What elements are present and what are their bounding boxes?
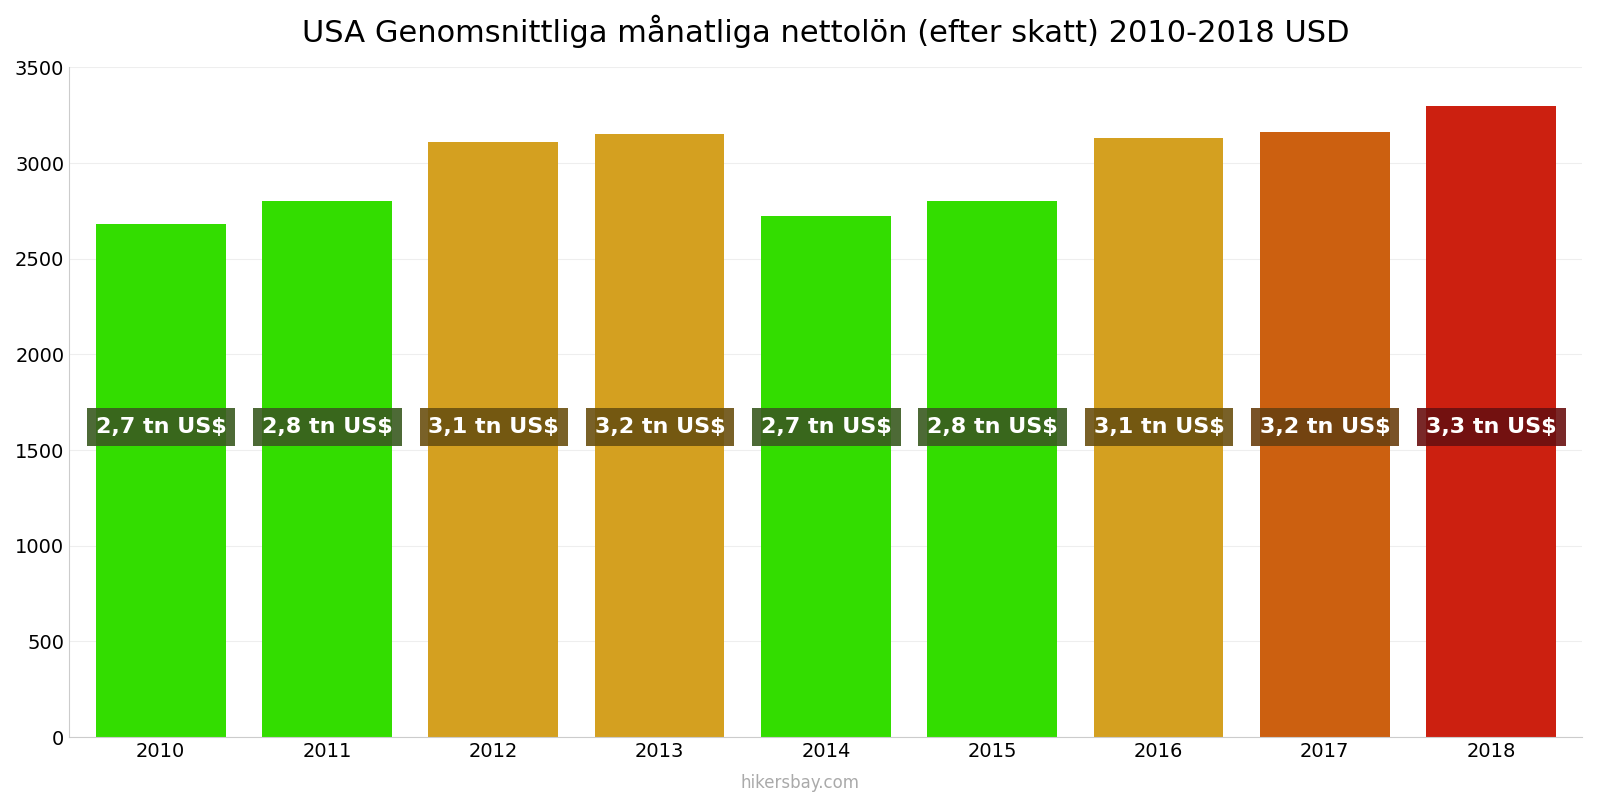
Bar xyxy=(762,216,891,737)
Text: 3,3 tn US$: 3,3 tn US$ xyxy=(1426,417,1557,437)
Bar xyxy=(1426,106,1555,737)
Text: 2,7 tn US$: 2,7 tn US$ xyxy=(96,417,227,437)
Title: USA Genomsnittliga månatliga nettolön (efter skatt) 2010-2018 USD: USA Genomsnittliga månatliga nettolön (e… xyxy=(302,15,1349,48)
Text: hikersbay.com: hikersbay.com xyxy=(741,774,859,792)
Bar xyxy=(262,202,392,737)
Text: 3,1 tn US$: 3,1 tn US$ xyxy=(429,417,558,437)
Text: 2,8 tn US$: 2,8 tn US$ xyxy=(262,417,394,437)
Bar xyxy=(1093,138,1224,737)
Text: 2,8 tn US$: 2,8 tn US$ xyxy=(928,417,1058,437)
Bar xyxy=(928,202,1058,737)
Text: 3,2 tn US$: 3,2 tn US$ xyxy=(595,417,725,437)
Text: 3,2 tn US$: 3,2 tn US$ xyxy=(1259,417,1390,437)
Bar xyxy=(429,142,558,737)
Bar xyxy=(1259,132,1389,737)
Text: 3,1 tn US$: 3,1 tn US$ xyxy=(1093,417,1224,437)
Text: 2,7 tn US$: 2,7 tn US$ xyxy=(762,417,891,437)
Bar xyxy=(595,134,725,737)
Bar xyxy=(96,224,226,737)
